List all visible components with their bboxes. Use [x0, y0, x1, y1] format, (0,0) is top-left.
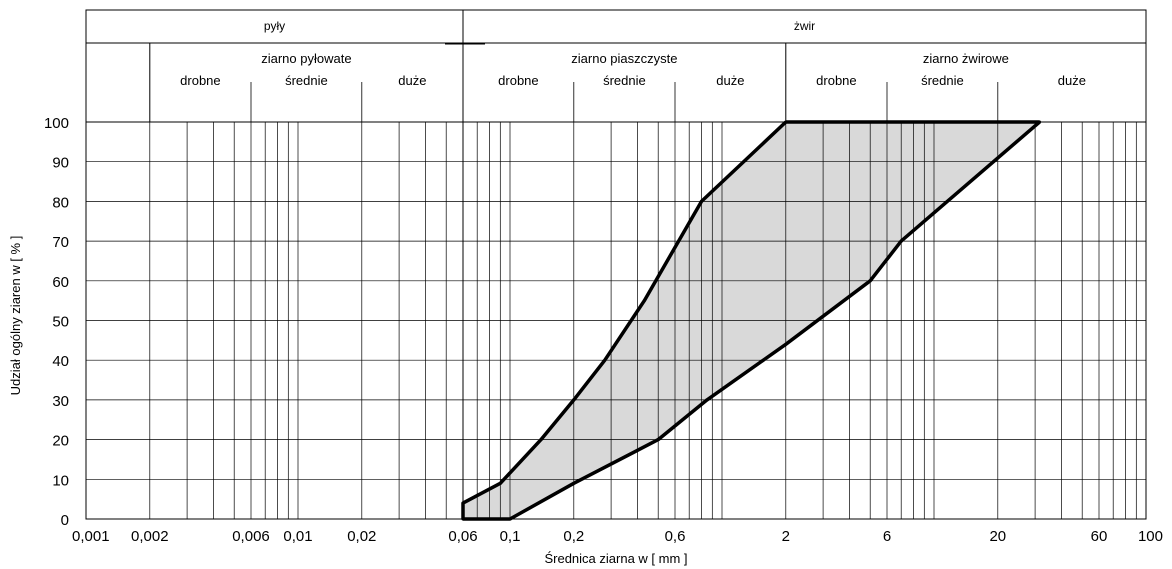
lower-boundary-point — [656, 438, 660, 442]
upper-boundary-point — [572, 398, 576, 402]
y-tick-label: 50 — [52, 314, 69, 331]
y-tick-label: 40 — [52, 353, 69, 370]
upper-boundary-point — [498, 481, 502, 485]
y-tick-label: 0 — [61, 512, 69, 529]
y-tick-label: 100 — [44, 115, 69, 132]
header-top-label: pyły — [264, 19, 285, 33]
header-sub-label: średnie — [285, 73, 328, 88]
x-tick-label: 20 — [989, 528, 1006, 545]
header-sub-label: duże — [1058, 73, 1086, 88]
lower-boundary-point — [899, 239, 903, 243]
y-tick-label: 70 — [52, 234, 69, 251]
y-tick-label: 20 — [52, 433, 69, 450]
x-tick-label: 100 — [1138, 528, 1163, 545]
header-group-label: ziarno piaszczyste — [571, 51, 677, 66]
header-group-label: ziarno żwirowe — [923, 51, 1009, 66]
y-tick-label: 10 — [52, 472, 69, 489]
x-tick-label: 0,06 — [448, 528, 477, 545]
x-tick-label: 2 — [782, 528, 790, 545]
lower-boundary-point — [508, 517, 512, 521]
lower-boundary-point — [705, 398, 709, 402]
y-tick-label: 30 — [52, 393, 69, 410]
upper-boundary-point — [784, 120, 788, 124]
header-sub-label: duże — [716, 73, 744, 88]
lower-boundary-point — [461, 517, 465, 521]
y-axis-label: Udział ogólny ziaren w [ % ] — [8, 236, 23, 396]
upper-boundary-point — [700, 199, 703, 203]
header-sub-label: średnie — [921, 73, 964, 88]
lower-boundary-point — [572, 481, 576, 485]
header-sub-label: średnie — [603, 73, 646, 88]
x-tick-label: 0,002 — [131, 528, 169, 545]
lower-boundary-point — [784, 342, 788, 346]
x-tick-label: 0,2 — [563, 528, 584, 545]
upper-boundary-point — [539, 438, 543, 442]
upper-boundary-point — [642, 299, 646, 303]
x-tick-label: 0,1 — [500, 528, 521, 545]
x-tick-label: 0,001 — [72, 528, 110, 545]
header-sub-label: drobne — [180, 73, 220, 88]
y-tick-label: 80 — [52, 194, 69, 211]
lower-boundary-point — [1038, 120, 1042, 124]
x-tick-label: 0,02 — [347, 528, 376, 545]
upper-boundary-point — [461, 501, 465, 505]
y-tick-label: 90 — [52, 155, 69, 172]
x-tick-label: 60 — [1091, 528, 1108, 545]
upper-boundary-point — [603, 358, 607, 362]
lower-boundary-point — [868, 279, 872, 283]
header-group-label: ziarno pyłowate — [261, 51, 351, 66]
x-tick-label: 0,01 — [283, 528, 312, 545]
header-top-label: żwir — [794, 19, 815, 33]
header-sub-label: duże — [398, 73, 426, 88]
x-axis-label: Średnica ziarna w [ mm ] — [544, 551, 687, 566]
header-sub-label: drobne — [498, 73, 538, 88]
x-tick-label: 0,6 — [665, 528, 686, 545]
y-tick-label: 60 — [52, 274, 69, 291]
header-sub-label: drobne — [816, 73, 856, 88]
header-frame — [85, 9, 1147, 123]
x-tick-label: 0,006 — [232, 528, 270, 545]
x-tick-label: 6 — [883, 528, 891, 545]
